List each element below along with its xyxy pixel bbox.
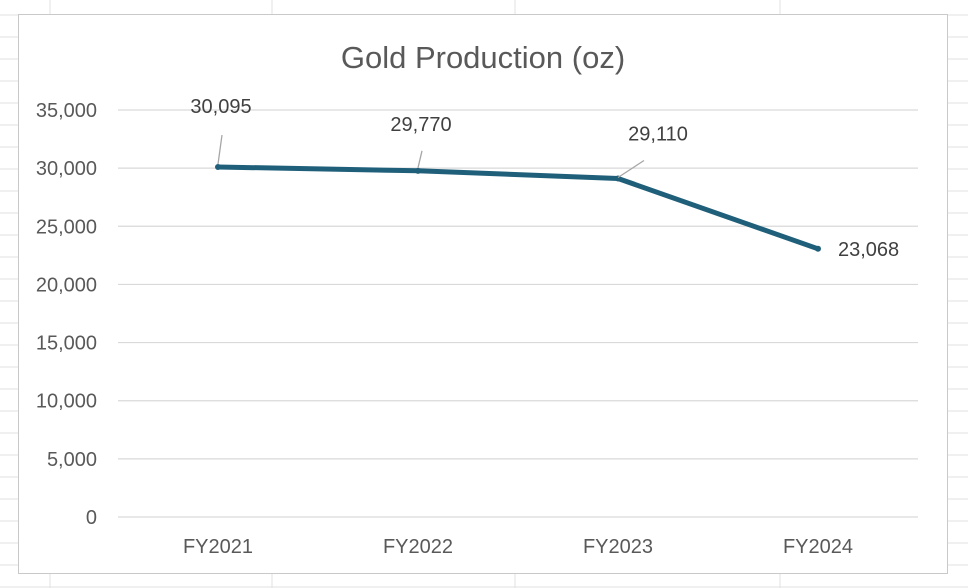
chart-area[interactable] [18, 14, 948, 574]
gridlines [118, 109, 918, 518]
y-tick-label: 30,000 [36, 158, 97, 180]
series-line[interactable] [215, 164, 821, 252]
data-point[interactable] [415, 167, 421, 174]
data-label: 29,110 [628, 123, 688, 145]
data-label-leader [217, 134, 223, 165]
y-tick-label: 5,000 [47, 449, 97, 471]
y-tick-label: 35,000 [36, 100, 97, 122]
data-label: 30,095 [190, 96, 251, 118]
x-tick-label: FY2024 [783, 536, 853, 558]
x-axis-labels: FY2021 FY2022 FY2023 FY2024 [183, 536, 853, 558]
x-tick-label: FY2021 [183, 536, 253, 558]
y-tick-label: 20,000 [36, 274, 97, 296]
series-gold-production[interactable] [215, 164, 821, 252]
data-point[interactable] [815, 245, 821, 252]
x-tick-label: FY2022 [383, 536, 453, 558]
x-tick-label: FY2023 [583, 536, 653, 558]
y-tick-label: 15,000 [36, 333, 97, 355]
data-label-leader [617, 159, 645, 179]
data-label: 23,068 [838, 239, 899, 261]
y-tick-label: 10,000 [36, 391, 97, 413]
chart-title: Gold Production (oz) [341, 40, 625, 75]
y-axis-labels: 0 5,000 10,000 15,000 20,000 25,000 30,000 35,0… [36, 100, 97, 529]
data-label-leader [417, 150, 423, 168]
y-tick-label: 25,000 [36, 216, 97, 238]
y-tick-label: 0 [86, 507, 97, 529]
data-label: 29,770 [390, 114, 451, 136]
data-point[interactable] [215, 164, 221, 171]
data-labels: 30,095 29,770 29,110 23,068 [190, 96, 899, 261]
